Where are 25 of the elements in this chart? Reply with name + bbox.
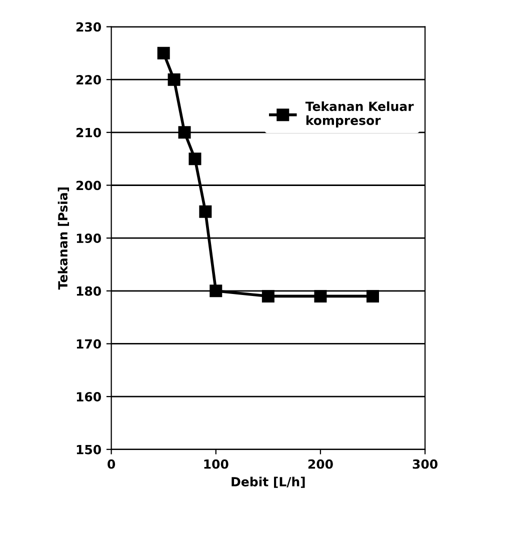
y-tick-label: 150 (76, 444, 101, 454)
point (366, 290, 380, 302)
y-tick-label: 160 (76, 392, 101, 402)
point (157, 46, 170, 60)
y-tick-label: 230 (76, 22, 101, 32)
point (210, 284, 222, 298)
legend-label: Tekanan Keluar kompresor (305, 101, 414, 128)
y-tick-label: 180 (76, 286, 101, 296)
x-axis-title: Debit [L/h] (232, 476, 305, 488)
y-tick-label: 210 (76, 128, 101, 138)
point (262, 290, 274, 302)
y-tick-label: 170 (76, 339, 101, 349)
y-tick-label: 200 (76, 180, 101, 190)
y-axis-title: Tekanan [Psia] (58, 188, 69, 290)
x-tick-label: 100 (204, 459, 228, 469)
x-tick-label: 300 (412, 459, 438, 469)
point (199, 205, 212, 218)
point (314, 290, 327, 302)
x-tick-label: 200 (308, 459, 333, 469)
point (178, 126, 191, 139)
point (188, 152, 202, 166)
point (168, 73, 180, 86)
y-tick-label: 220 (76, 75, 101, 85)
x-tick-label: 0 (108, 459, 116, 469)
y-tick-label: 190 (76, 234, 101, 243)
